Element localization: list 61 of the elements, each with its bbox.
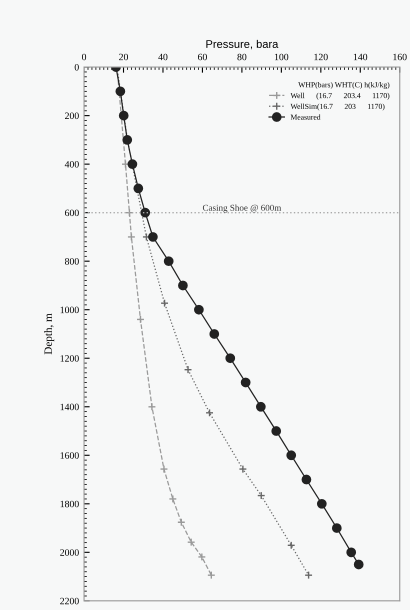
- point: [194, 304, 204, 315]
- y-tick-label: 2200: [60, 598, 79, 604]
- point: [133, 184, 144, 194]
- x-tick-label: 80: [237, 54, 246, 60]
- y-tick-label: 0: [74, 64, 79, 71]
- x-tick-label: 60: [198, 54, 207, 60]
- point: [256, 402, 266, 412]
- y-axis-title: Depth, m: [44, 313, 54, 354]
- point: [271, 426, 282, 436]
- point: [209, 329, 220, 339]
- y-tick-label: 600: [65, 210, 79, 216]
- point: [128, 159, 138, 170]
- x-tick-label: 160: [393, 54, 407, 60]
- point: [127, 232, 136, 242]
- point: [354, 560, 364, 570]
- x-tick-label: 120: [314, 54, 328, 60]
- y-tick-label: 800: [64, 258, 79, 265]
- x-tick-label: 20: [119, 54, 128, 60]
- x-tick-label: 40: [158, 54, 168, 60]
- point: [187, 538, 196, 546]
- point: [164, 256, 174, 266]
- point: [257, 491, 266, 500]
- y-tick-label: 1200: [60, 355, 79, 362]
- point: [140, 208, 150, 218]
- y-tick-label: 1600: [60, 452, 79, 459]
- x-tick-label: 140: [354, 54, 368, 60]
- point: [184, 365, 192, 374]
- point: [198, 552, 206, 562]
- point: [148, 402, 156, 411]
- point: [304, 570, 313, 580]
- point: [225, 353, 236, 364]
- y-tick-label: 1400: [60, 404, 79, 410]
- point: [115, 86, 126, 96]
- y-tick-label: 1000: [60, 306, 79, 314]
- y-tick-label: 2000: [60, 549, 79, 556]
- point: [160, 464, 168, 474]
- x-tick-label: 100: [274, 54, 288, 60]
- point: [286, 450, 296, 460]
- point: [148, 232, 158, 242]
- x-tick-label: 0: [82, 54, 86, 60]
- point: [177, 518, 186, 526]
- point: [118, 110, 129, 120]
- point: [238, 464, 248, 474]
- point: [287, 541, 296, 550]
- ref-line-label: Casing Shoe @ 600m: [202, 204, 282, 213]
- point: [205, 408, 214, 417]
- point: [160, 298, 169, 308]
- point: [302, 474, 312, 484]
- y-tick-label: 200: [65, 112, 79, 120]
- point: [240, 378, 251, 388]
- point: [178, 280, 188, 290]
- point: [332, 523, 342, 533]
- y-tick-label: 1800: [60, 500, 79, 508]
- point: [168, 494, 178, 504]
- x-axis-title: Pressure, bara: [206, 40, 278, 50]
- point: [136, 315, 145, 324]
- point: [316, 498, 327, 509]
- point: [207, 570, 216, 580]
- point: [346, 547, 356, 558]
- point: [125, 208, 134, 217]
- y-tick-label: 400: [64, 161, 79, 168]
